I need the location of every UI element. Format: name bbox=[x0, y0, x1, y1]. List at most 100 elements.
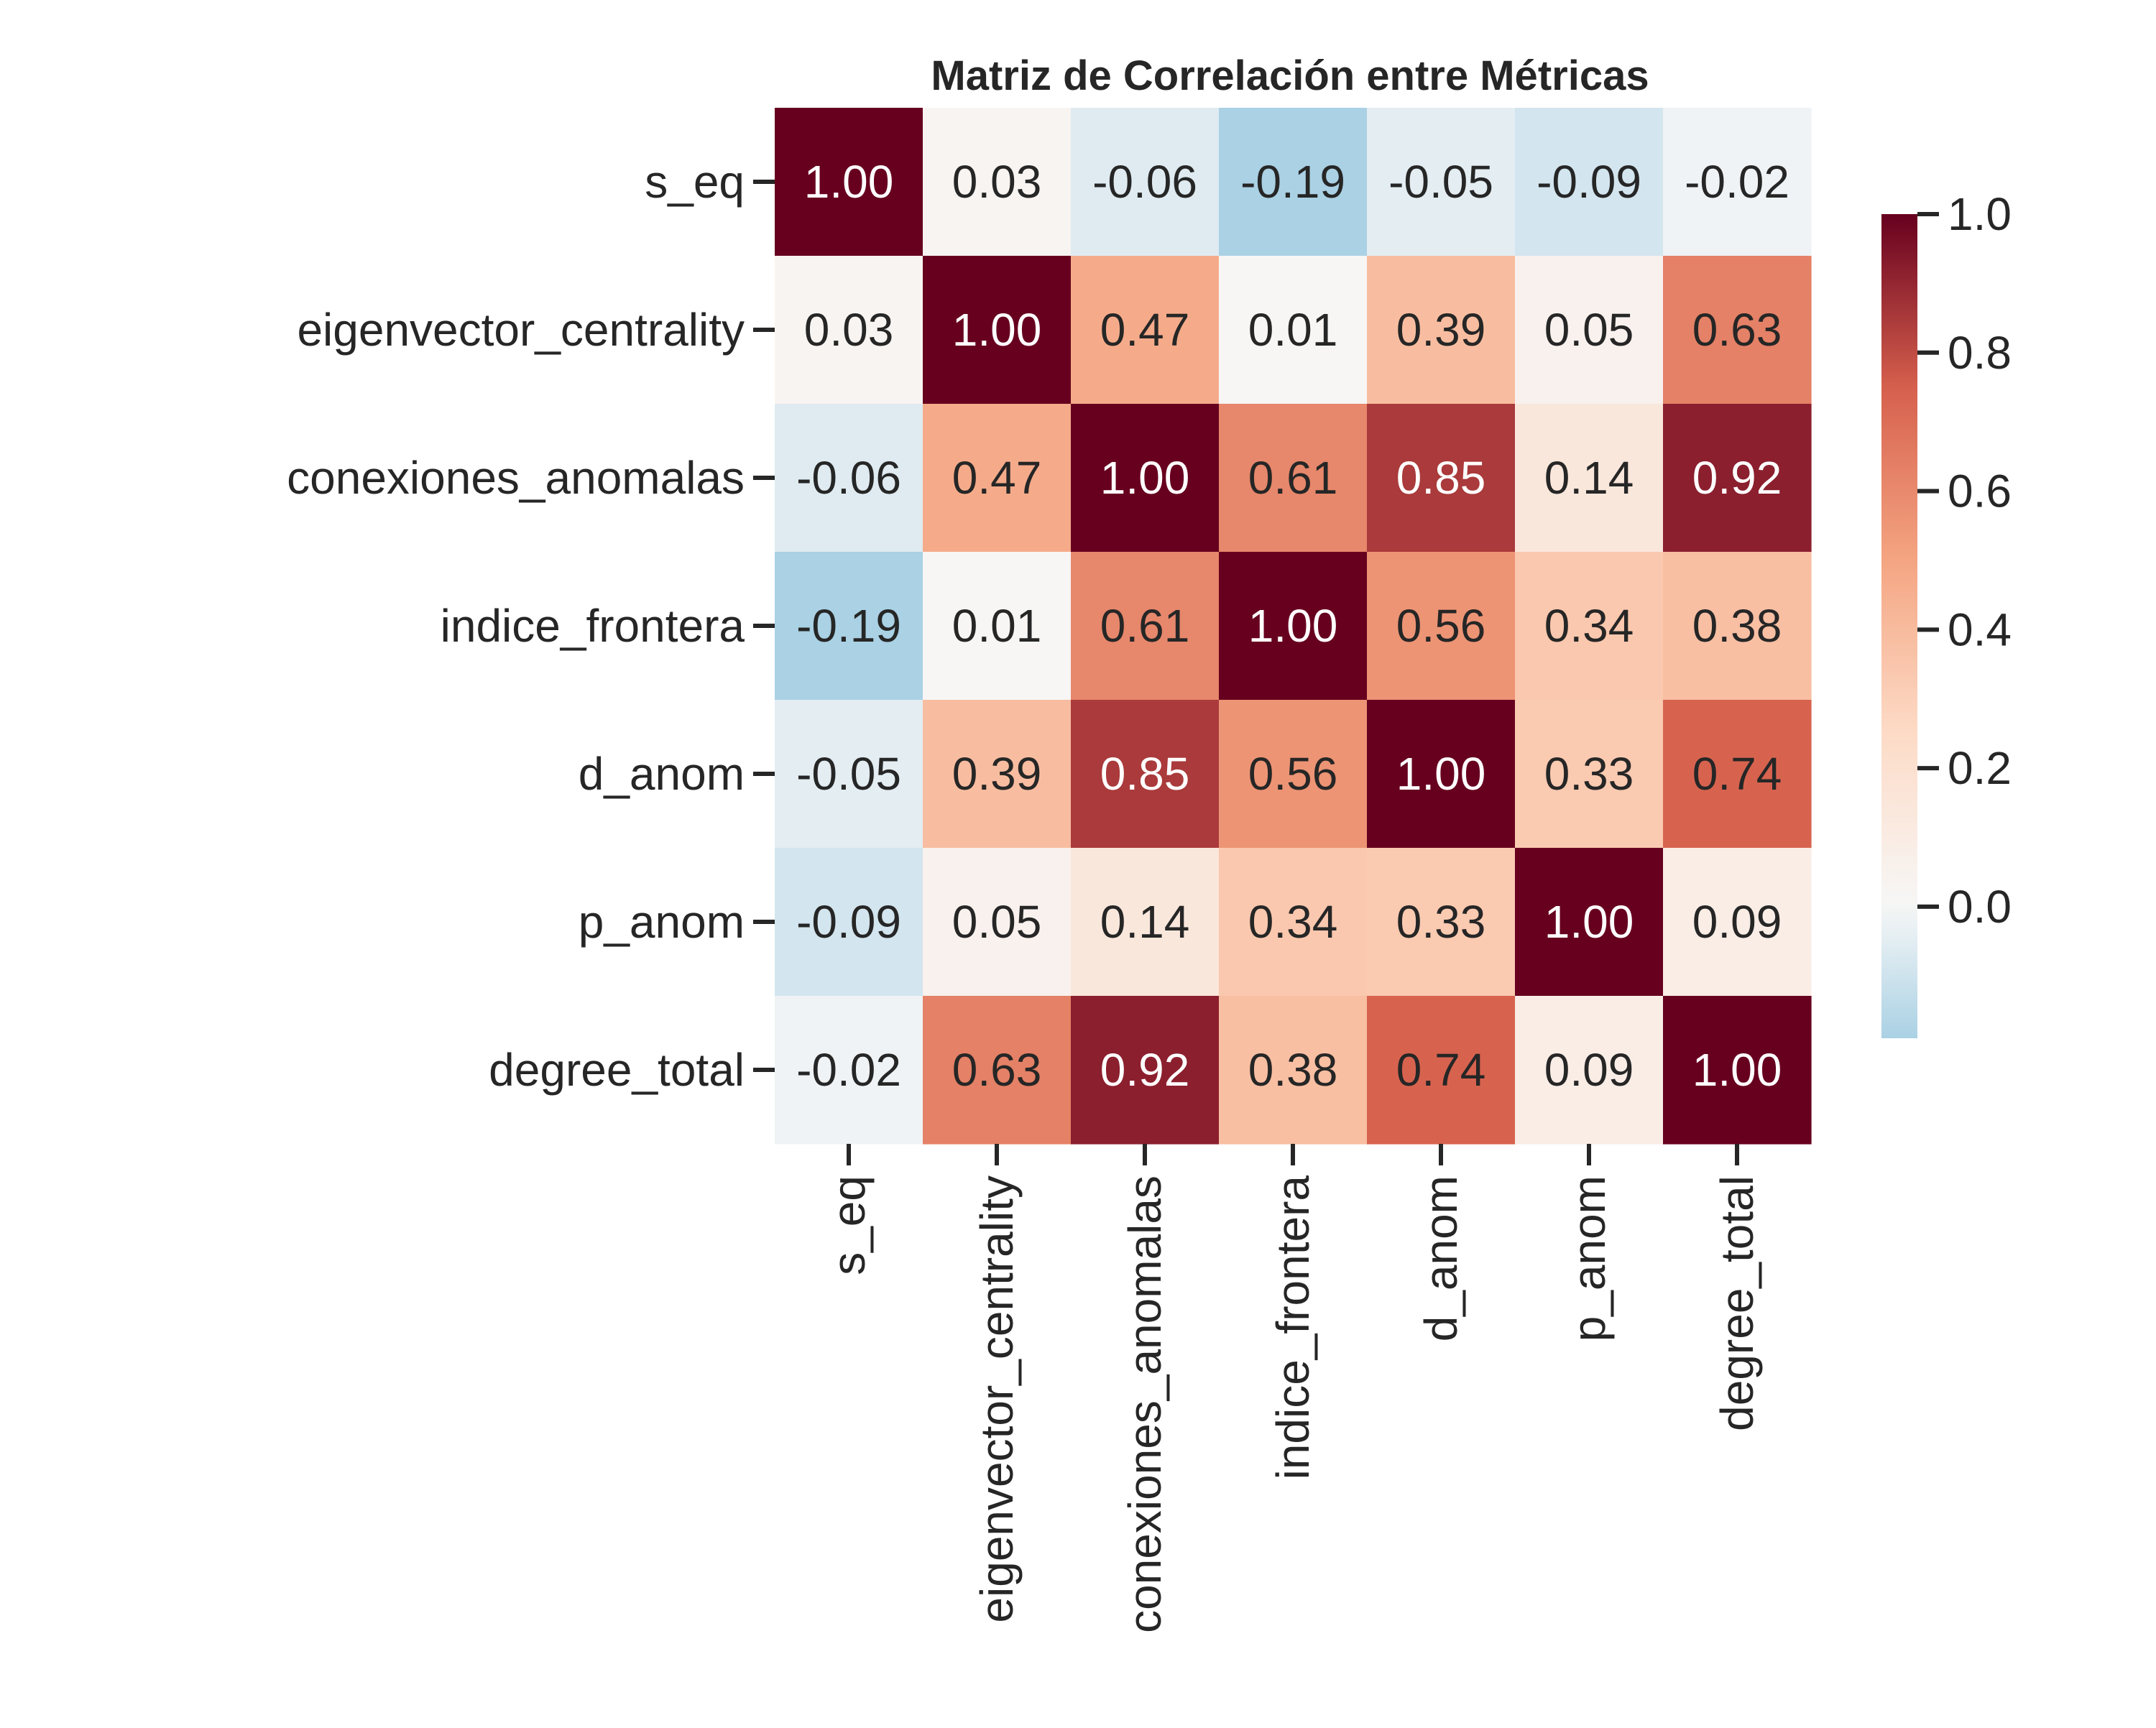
y-tick-label-5: p_anom bbox=[579, 896, 745, 948]
cell-value-label-r4-c0: -0.05 bbox=[796, 748, 901, 800]
heatmap-cell-r4-c2 bbox=[1071, 700, 1220, 849]
heatmap-cell-r3-c3 bbox=[1219, 552, 1368, 701]
cell-value-label-r2-c3: 0.61 bbox=[1248, 452, 1338, 504]
heatmap-cell-r1-c6 bbox=[1663, 256, 1812, 405]
heatmap-cell-r0-c0 bbox=[775, 108, 923, 257]
x-tick-label-2: conexiones_anomalas bbox=[1119, 1175, 1171, 1633]
heatmap-cell-r5-c2 bbox=[1071, 848, 1220, 997]
cell-value-label-r5-c6: 0.09 bbox=[1692, 896, 1782, 948]
cell-value-label-r5-c2: 0.14 bbox=[1100, 896, 1190, 948]
heatmap-cell-r0-c1 bbox=[923, 108, 1072, 257]
heatmap-cell-r6-c2 bbox=[1071, 996, 1220, 1145]
heatmap-cell-r6-c1 bbox=[923, 996, 1072, 1145]
heatmap-cell-r1-c2 bbox=[1071, 256, 1220, 405]
cell-value-label-r0-c2: -0.06 bbox=[1092, 156, 1197, 208]
cell-value-label-r2-c2: 1.00 bbox=[1100, 452, 1190, 504]
cell-value-label-r0-c1: 0.03 bbox=[952, 156, 1042, 208]
cell-value-label-r6-c5: 0.09 bbox=[1544, 1044, 1634, 1096]
cell-value-label-r6-c0: -0.02 bbox=[796, 1044, 901, 1096]
colorbar-tick-label-5: 1.0 bbox=[1948, 188, 2012, 240]
heatmap-cell-r3-c0 bbox=[775, 552, 923, 701]
cell-value-label-r2-c4: 0.85 bbox=[1396, 452, 1486, 504]
cell-value-label-r4-c5: 0.33 bbox=[1544, 748, 1634, 800]
cell-value-label-r6-c1: 0.63 bbox=[952, 1044, 1042, 1096]
heatmap-cell-r6-c0 bbox=[775, 996, 923, 1145]
y-tick-label-1: eigenvector_centrality bbox=[297, 304, 745, 356]
cell-value-label-r1-c5: 0.05 bbox=[1544, 304, 1634, 356]
heatmap-cell-r0-c2 bbox=[1071, 108, 1220, 257]
heatmap-cell-r1-c1 bbox=[923, 256, 1072, 405]
x-tick-label-3: indice_frontera bbox=[1267, 1175, 1319, 1480]
heatmap-cell-r0-c5 bbox=[1515, 108, 1664, 257]
cell-value-label-r5-c5: 1.00 bbox=[1544, 896, 1634, 948]
heatmap-cell-r2-c0 bbox=[775, 404, 923, 553]
heatmap-cell-r1-c4 bbox=[1367, 256, 1516, 405]
x-axis: s_eq eigenvector_centrality conexiones_ano… bbox=[823, 1144, 1763, 1633]
heatmap-cell-r5-c6 bbox=[1663, 848, 1812, 997]
heatmap-cell-r1-c3 bbox=[1219, 256, 1368, 405]
colorbar-tick-label-0: 0.0 bbox=[1948, 881, 2012, 933]
y-tick-label-3: indice_frontera bbox=[441, 600, 745, 652]
cell-value-label-r1-c0: 0.03 bbox=[804, 304, 894, 356]
cell-value-label-r1-c6: 0.63 bbox=[1692, 304, 1782, 356]
cell-value-label-r3-c0: -0.19 bbox=[796, 600, 901, 652]
x-tick-label-4: d_anom bbox=[1415, 1175, 1467, 1341]
cell-value-label-r1-c2: 0.47 bbox=[1100, 304, 1190, 356]
heatmap-cell-r0-c4 bbox=[1367, 108, 1516, 257]
x-tick-label-5: p_anom bbox=[1563, 1175, 1615, 1341]
cell-value-label-r6-c2: 0.92 bbox=[1100, 1044, 1190, 1096]
heatmap-cell-r1-c0 bbox=[775, 256, 923, 405]
heatmap-cell-r4-c1 bbox=[923, 700, 1072, 849]
cell-value-label-r0-c3: -0.19 bbox=[1240, 156, 1345, 208]
heatmap-cell-r2-c6 bbox=[1663, 404, 1812, 553]
heatmap-cell-r5-c0 bbox=[775, 848, 923, 997]
cell-value-label-r4-c3: 0.56 bbox=[1248, 748, 1338, 800]
heatmap-cell-r6-c3 bbox=[1219, 996, 1368, 1145]
heatmap-cell-r3-c2 bbox=[1071, 552, 1220, 701]
cell-value-label-r6-c3: 0.38 bbox=[1248, 1044, 1338, 1096]
cell-value-label-r3-c5: 0.34 bbox=[1544, 600, 1634, 652]
heatmap-cell-r3-c4 bbox=[1367, 552, 1516, 701]
cell-value-label-r0-c0: 1.00 bbox=[804, 156, 894, 208]
cell-value-label-r2-c5: 0.14 bbox=[1544, 452, 1634, 504]
cell-value-label-r2-c6: 0.92 bbox=[1692, 452, 1782, 504]
cell-value-label-r3-c6: 0.38 bbox=[1692, 600, 1782, 652]
heatmap-cell-r6-c6 bbox=[1663, 996, 1812, 1145]
cell-value-label-r4-c4: 1.00 bbox=[1396, 748, 1486, 800]
heatmap-cell-r3-c5 bbox=[1515, 552, 1664, 701]
cell-value-label-r3-c3: 1.00 bbox=[1248, 600, 1338, 652]
cell-value-label-r6-c6: 1.00 bbox=[1692, 1044, 1782, 1096]
heatmap-cell-r5-c5 bbox=[1515, 848, 1664, 997]
cell-value-label-r4-c2: 0.85 bbox=[1100, 748, 1190, 800]
x-tick-label-1: eigenvector_centrality bbox=[971, 1175, 1023, 1623]
heatmap-cell-r5-c3 bbox=[1219, 848, 1368, 997]
colorbar-tick-label-2: 0.4 bbox=[1948, 604, 2012, 655]
heatmap-cells: 1.00 0.03 -0.06 -0.19 -0.05 -0.09 -0.02 0.03 1.0… bbox=[775, 108, 1812, 1145]
cell-value-label-r1-c1: 1.00 bbox=[952, 304, 1042, 356]
cell-value-label-r0-c5: -0.09 bbox=[1537, 156, 1641, 208]
cell-value-label-r0-c4: -0.05 bbox=[1388, 156, 1493, 208]
heatmap-cell-r2-c4 bbox=[1367, 404, 1516, 553]
heatmap-cell-r2-c2 bbox=[1071, 404, 1220, 553]
cell-value-label-r4-c6: 0.74 bbox=[1692, 748, 1782, 800]
cell-value-label-r5-c4: 0.33 bbox=[1396, 896, 1486, 948]
cell-value-label-r5-c0: -0.09 bbox=[796, 896, 901, 948]
cell-value-label-r2-c1: 0.47 bbox=[952, 452, 1042, 504]
x-tick-label-0: s_eq bbox=[823, 1175, 875, 1275]
heatmap-cell-r4-c5 bbox=[1515, 700, 1664, 849]
y-tick-label-0: s_eq bbox=[645, 156, 745, 208]
heatmap-cell-r2-c3 bbox=[1219, 404, 1368, 553]
heatmap-cell-r0-c3 bbox=[1219, 108, 1368, 257]
heatmap-cell-r4-c6 bbox=[1663, 700, 1812, 849]
heatmap-cell-r1-c5 bbox=[1515, 256, 1664, 405]
cell-value-label-r5-c1: 0.05 bbox=[952, 896, 1042, 948]
heatmap-cell-r5-c4 bbox=[1367, 848, 1516, 997]
cell-value-label-r2-c0: -0.06 bbox=[796, 452, 901, 504]
heatmap-cell-r0-c6 bbox=[1663, 108, 1812, 257]
cell-value-label-r1-c4: 0.39 bbox=[1396, 304, 1486, 356]
heatmap-cell-r4-c4 bbox=[1367, 700, 1516, 849]
cell-value-label-r3-c2: 0.61 bbox=[1100, 600, 1190, 652]
y-axis: s_eq eigenvector_centrality conexiones_ano… bbox=[287, 156, 775, 1096]
